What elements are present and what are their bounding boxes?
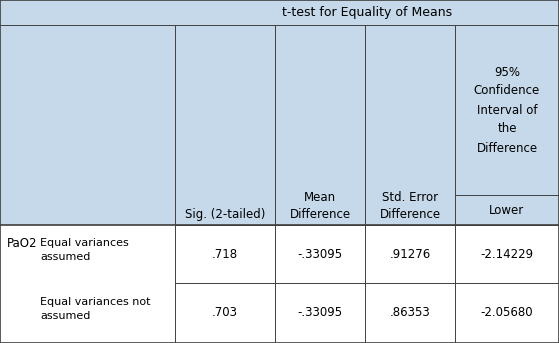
Text: Std. Error
Difference: Std. Error Difference	[380, 191, 440, 221]
Text: .718: .718	[212, 248, 238, 260]
Text: PaO2: PaO2	[7, 237, 37, 250]
Text: Sig. (2-tailed): Sig. (2-tailed)	[185, 208, 265, 221]
Text: -2.05680: -2.05680	[481, 307, 533, 319]
Text: Equal variances
assumed: Equal variances assumed	[40, 238, 129, 262]
Text: .86353: .86353	[390, 307, 430, 319]
Text: -.33095: -.33095	[297, 248, 343, 260]
Bar	[175, 0, 559, 25]
Bar	[0, 0, 175, 25]
Text: Lower: Lower	[489, 203, 525, 216]
Text: Equal variances not
assumed: Equal variances not assumed	[40, 297, 150, 321]
Bar	[455, 195, 559, 225]
Bar	[0, 25, 175, 225]
Text: 95%
Confidence
Interval of
the
Difference: 95% Confidence Interval of the Differenc…	[474, 66, 540, 154]
Text: -2.14229: -2.14229	[480, 248, 533, 260]
Bar	[175, 25, 275, 225]
Bar	[175, 225, 275, 283]
Text: Mean
Difference: Mean Difference	[290, 191, 350, 221]
Bar	[275, 283, 365, 343]
Bar	[275, 25, 365, 225]
Bar	[455, 25, 559, 195]
Text: -.33095: -.33095	[297, 307, 343, 319]
Text: .703: .703	[212, 307, 238, 319]
Bar	[365, 283, 455, 343]
Bar	[0, 225, 175, 343]
Bar	[455, 225, 559, 283]
Text: .91276: .91276	[390, 248, 430, 260]
Bar	[275, 225, 365, 283]
Bar	[175, 283, 275, 343]
Bar	[455, 283, 559, 343]
Bar	[365, 225, 455, 283]
Bar	[365, 25, 455, 225]
Text: t-test for Equality of Means: t-test for Equality of Means	[282, 6, 452, 19]
